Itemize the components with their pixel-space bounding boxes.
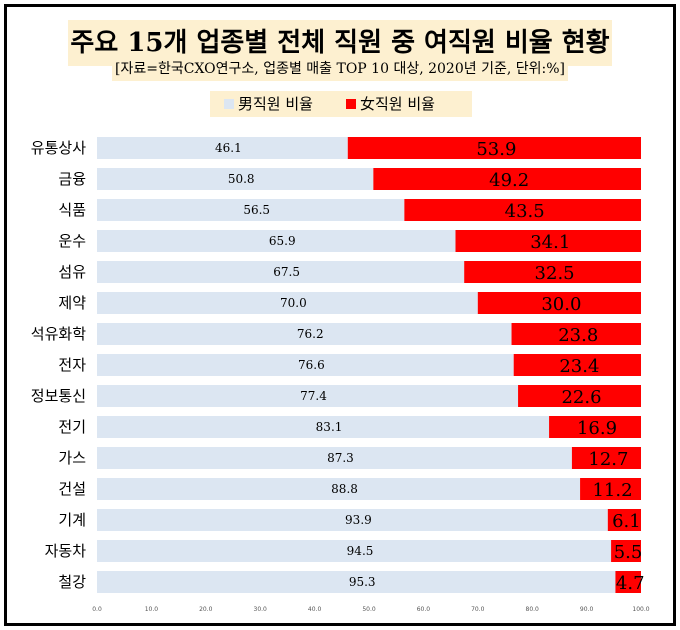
value-label-male: 46.1 bbox=[215, 141, 242, 155]
value-label-male: 94.5 bbox=[347, 544, 374, 558]
category-label: 식품 bbox=[58, 201, 86, 219]
value-label-female: 23.4 bbox=[559, 356, 599, 377]
chart-subtitle: [자료=한국CXO연구소, 업종별 매출 TOP 10 대상, 2020년 기준… bbox=[112, 57, 568, 81]
value-label-female: 5.5 bbox=[614, 542, 643, 563]
bar-female bbox=[513, 354, 641, 376]
x-tick-label: 80.0 bbox=[526, 606, 540, 613]
category-label: 제약 bbox=[58, 294, 86, 312]
legend-label-male: 男직원 비율 bbox=[238, 95, 313, 113]
bar-male bbox=[97, 385, 519, 407]
value-label-male: 50.8 bbox=[228, 172, 255, 186]
bar-male bbox=[97, 478, 581, 500]
bar-female bbox=[455, 230, 641, 252]
x-tick-label: 10.0 bbox=[145, 606, 159, 613]
x-tick-label: 70.0 bbox=[471, 606, 485, 613]
value-label-female: 49.2 bbox=[489, 170, 529, 191]
bar-female bbox=[511, 323, 641, 345]
value-label-female: 11.2 bbox=[592, 480, 632, 501]
bar-female bbox=[571, 447, 641, 469]
legend-swatch-male bbox=[224, 98, 234, 109]
legend-item-male: 男직원 비율 bbox=[224, 91, 313, 117]
bar-male bbox=[97, 447, 572, 469]
x-tick-label: 0.0 bbox=[92, 606, 102, 613]
bar-male bbox=[97, 137, 348, 159]
category-label: 기계 bbox=[58, 511, 86, 529]
bar-male bbox=[97, 540, 612, 562]
value-label-female: 53.9 bbox=[476, 139, 516, 160]
bar-female bbox=[477, 292, 641, 314]
category-label: 자동차 bbox=[45, 542, 87, 560]
value-label-male: 76.6 bbox=[298, 358, 325, 372]
legend: 男직원 비율 女직원 비율 bbox=[210, 91, 472, 117]
bar-male bbox=[97, 261, 465, 283]
category-label: 가스 bbox=[58, 449, 86, 467]
bar-male bbox=[97, 292, 478, 314]
category-label: 석유화학 bbox=[31, 325, 86, 343]
x-tick-label: 100.0 bbox=[632, 606, 649, 613]
legend-item-female: 女직원 비율 bbox=[346, 91, 435, 117]
bar-female bbox=[580, 478, 641, 500]
category-label: 건설 bbox=[58, 480, 86, 498]
bar-male bbox=[97, 199, 405, 221]
bar-female bbox=[464, 261, 641, 283]
category-label: 금융 bbox=[58, 170, 86, 188]
bar-male bbox=[97, 416, 550, 438]
bar-male bbox=[97, 323, 512, 345]
x-tick-label: 90.0 bbox=[580, 606, 594, 613]
category-label: 철강 bbox=[58, 573, 86, 591]
value-label-male: 65.9 bbox=[269, 234, 296, 248]
category-label: 섬유 bbox=[58, 263, 86, 281]
value-label-female: 30.0 bbox=[541, 294, 581, 315]
value-label-male: 70.0 bbox=[280, 296, 307, 310]
value-label-female: 4.7 bbox=[616, 573, 645, 594]
bar-female bbox=[373, 168, 641, 190]
bar-female bbox=[611, 540, 641, 562]
value-label-male: 83.1 bbox=[316, 420, 343, 434]
legend-swatch-female bbox=[346, 98, 356, 109]
bar-male bbox=[97, 230, 456, 252]
category-label: 운수 bbox=[58, 232, 86, 250]
category-label: 정보통신 bbox=[31, 387, 86, 405]
bar-male bbox=[97, 571, 616, 593]
bar-male bbox=[97, 354, 514, 376]
bar-female bbox=[607, 509, 641, 531]
category-label: 전기 bbox=[58, 418, 86, 436]
value-label-male: 56.5 bbox=[243, 203, 270, 217]
x-tick-label: 60.0 bbox=[417, 606, 431, 613]
value-label-female: 32.5 bbox=[535, 263, 575, 284]
value-label-female: 16.9 bbox=[577, 418, 617, 439]
value-label-female: 43.5 bbox=[505, 201, 545, 222]
bar-female bbox=[518, 385, 641, 407]
value-label-female: 34.1 bbox=[530, 232, 570, 253]
value-label-male: 87.3 bbox=[327, 451, 354, 465]
bar-male bbox=[97, 509, 608, 531]
value-label-female: 22.6 bbox=[561, 387, 601, 408]
category-label: 전자 bbox=[58, 356, 86, 374]
x-tick-label: 20.0 bbox=[199, 606, 213, 613]
value-label-male: 93.9 bbox=[345, 513, 372, 527]
bar-female bbox=[347, 137, 641, 159]
bar-female bbox=[549, 416, 641, 438]
legend-label-female: 女직원 비율 bbox=[360, 95, 435, 113]
category-label: 유통상사 bbox=[31, 139, 86, 157]
value-label-male: 77.4 bbox=[300, 389, 327, 403]
x-tick-label: 40.0 bbox=[308, 606, 322, 613]
value-label-male: 76.2 bbox=[297, 327, 324, 341]
value-label-male: 95.3 bbox=[349, 575, 376, 589]
bar-female bbox=[615, 571, 641, 593]
value-label-female: 23.8 bbox=[558, 325, 598, 346]
value-label-male: 67.5 bbox=[273, 265, 300, 279]
x-tick-label: 50.0 bbox=[362, 606, 376, 613]
bar-female bbox=[404, 199, 641, 221]
value-label-female: 6.1 bbox=[612, 511, 641, 532]
value-label-male: 88.8 bbox=[331, 482, 358, 496]
value-label-female: 12.7 bbox=[588, 449, 628, 470]
bar-male bbox=[97, 168, 374, 190]
x-tick-label: 30.0 bbox=[254, 606, 268, 613]
